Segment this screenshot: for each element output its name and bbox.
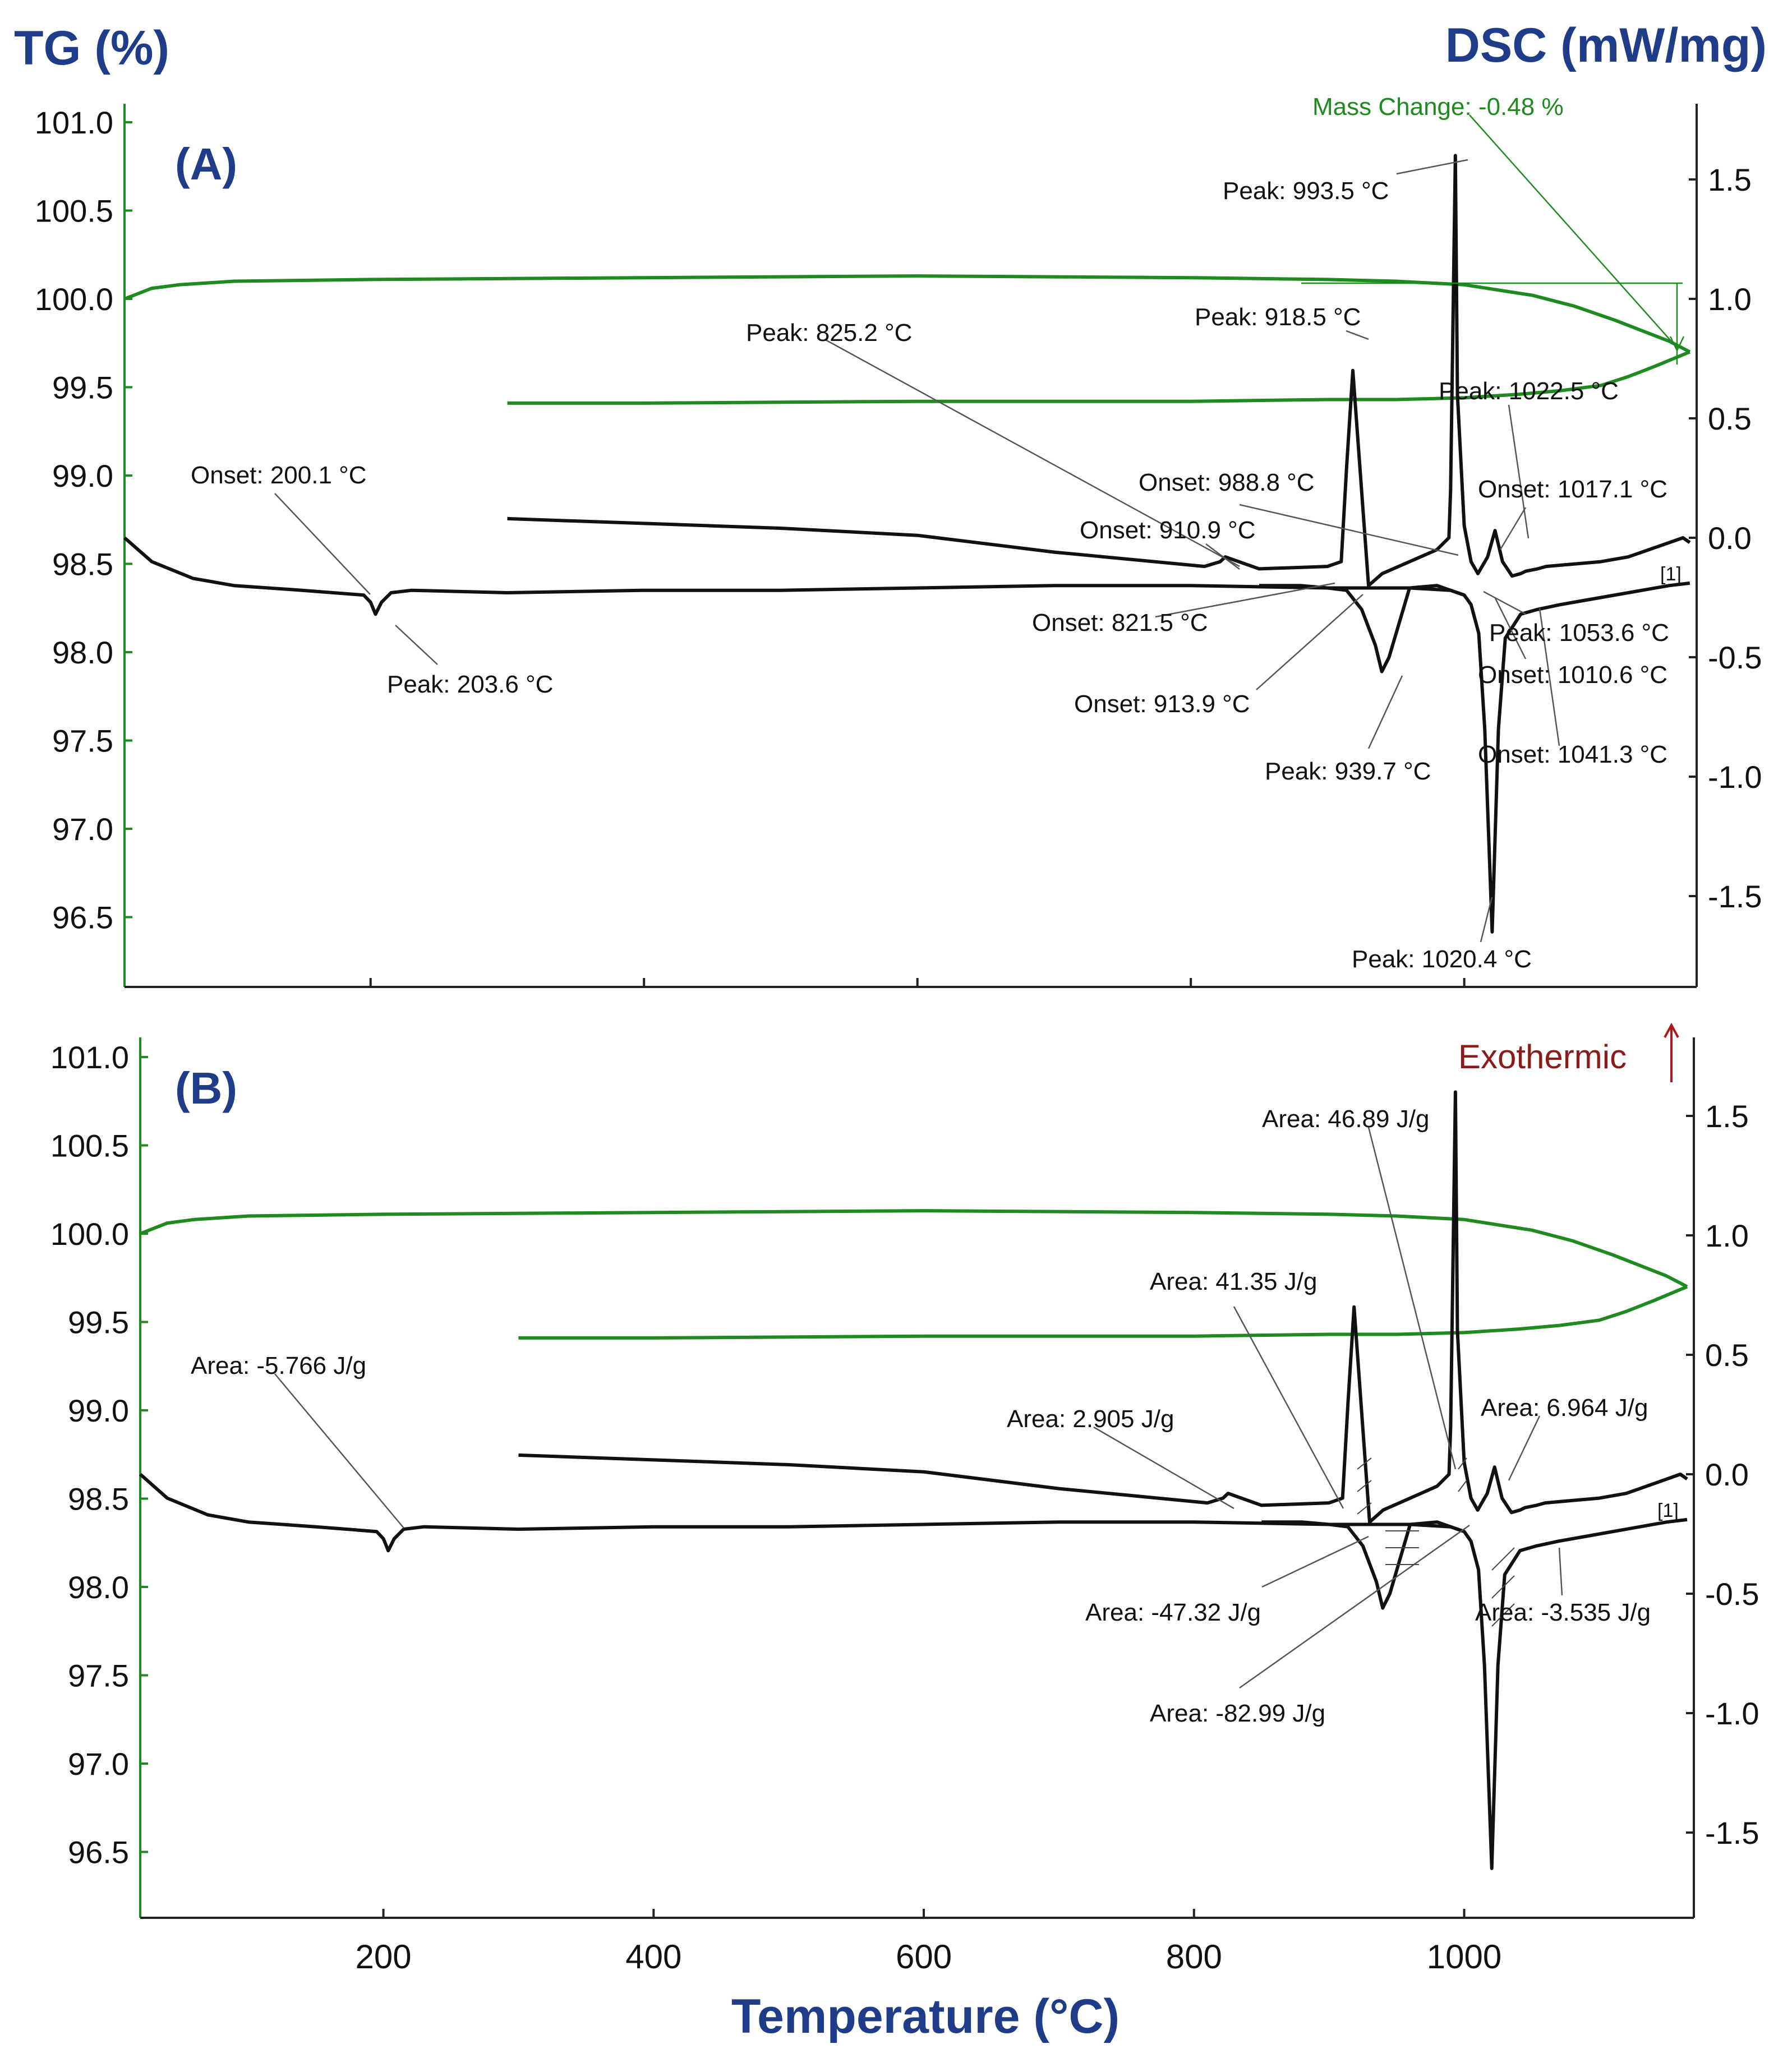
annotation: Area: -3.535 J/g <box>1475 1599 1651 1626</box>
annotation: Peak: 203.6 °C <box>387 671 553 698</box>
annotation: Peak: 918.5 °C <box>1195 303 1361 331</box>
tg-curve <box>518 1285 1688 1340</box>
annotation: Onset: 910.9 °C <box>1080 516 1256 544</box>
tg-curve <box>507 350 1690 405</box>
exothermic-label: Exothermic <box>1458 1038 1627 1076</box>
annotation: Area: -5.766 J/g <box>191 1352 366 1379</box>
dsc-tick-label: -1.5 <box>1705 1815 1759 1851</box>
x-tick-label: 800 <box>1166 1938 1222 1976</box>
annotation: Area: -47.32 J/g <box>1085 1599 1261 1626</box>
annotation: Peak: 1022.5 °C <box>1439 377 1619 405</box>
x-tick-label: 600 <box>896 1938 952 1976</box>
tg-tick-label: 100.5 <box>35 193 113 229</box>
dsc-tick-label: 1.0 <box>1708 282 1752 317</box>
tg-axis-header: TG (%) <box>14 21 169 75</box>
panel-a-leaders <box>274 159 1560 943</box>
tg-tick-label: 99.0 <box>68 1393 129 1428</box>
panel-b-leaders <box>274 1127 1563 1689</box>
dsc-tick-label: 0.0 <box>1705 1457 1749 1492</box>
tg-tick-label: 98.0 <box>68 1570 129 1605</box>
annotation: Onset: 913.9 °C <box>1074 690 1250 718</box>
panel-a-marker: [1] <box>1660 564 1682 585</box>
tg-tick-label: 100.5 <box>50 1128 129 1164</box>
annotation: Area: 2.905 J/g <box>1007 1405 1174 1433</box>
panel-b-marker: [1] <box>1657 1500 1679 1521</box>
annotation: Area: -82.99 J/g <box>1150 1700 1325 1727</box>
tg-tick-label: 101.0 <box>35 105 113 140</box>
panel-a: 101.0 100.5 100.0 99.5 99.0 98.5 98.0 97.5 97.0 9… <box>35 93 1762 988</box>
tg-curve <box>123 274 1691 354</box>
dsc-tick-label: 1.5 <box>1705 1099 1749 1134</box>
dsc-curve <box>139 1473 1688 1870</box>
annotation: Onset: 988.8 °C <box>1139 469 1315 496</box>
dsc-curve <box>123 536 1690 934</box>
tg-tick-label: 100.0 <box>35 282 113 317</box>
dsc-curve <box>507 154 1691 588</box>
annotation: Onset: 1041.3 °C <box>1478 741 1667 768</box>
area-hatching <box>1357 1457 1515 1627</box>
tg-curve <box>139 1209 1688 1289</box>
annotation: Area: 6.964 J/g <box>1481 1394 1648 1422</box>
annotation: Peak: 939.7 °C <box>1265 758 1431 785</box>
dsc-tick-label: -1.0 <box>1705 1696 1759 1731</box>
dsc-tick-label: 1.5 <box>1708 162 1752 197</box>
tg-tick-label: 98.5 <box>68 1482 129 1517</box>
annotation: Area: 41.35 J/g <box>1150 1268 1317 1295</box>
tg-tick-label: 98.5 <box>52 547 113 582</box>
dsc-tick-label: -1.0 <box>1708 759 1762 795</box>
annotation: Onset: 821.5 °C <box>1032 609 1208 636</box>
mass-change-label: Mass Change: -0.48 % <box>1312 93 1564 121</box>
dsc-tick-label: 0.5 <box>1708 401 1752 436</box>
x-tick-label: 1000 <box>1427 1938 1501 1976</box>
dsc-tick-label: 0.0 <box>1708 520 1752 556</box>
dsc-curve <box>518 1090 1688 1524</box>
annotation: Area: 46.89 J/g <box>1262 1105 1429 1133</box>
tg-tick-label: 97.0 <box>68 1746 129 1782</box>
tg-tick-label: 100.0 <box>50 1216 129 1252</box>
tg-tick-label: 99.0 <box>52 458 113 493</box>
annotation: Onset: 1010.6 °C <box>1478 661 1667 689</box>
tg-tick-label: 96.5 <box>52 900 113 935</box>
panel-b: 101.0 100.5 100.0 99.5 99.0 98.5 98.0 97.5 97.0 9… <box>50 1022 1759 1976</box>
dsc-axis-header: DSC (mW/mg) <box>1445 19 1767 72</box>
tg-tick-label: 96.5 <box>68 1835 129 1870</box>
tg-tick-label: 97.0 <box>52 811 113 847</box>
panel-b-label: (B) <box>175 1063 237 1113</box>
x-axis-label: Temperature (°C) <box>731 1990 1120 2043</box>
tg-tick-label: 97.5 <box>52 723 113 759</box>
exothermic-arrow-icon <box>1664 1022 1679 1082</box>
tg-tick-label: 98.0 <box>52 635 113 670</box>
annotation: Peak: 825.2 °C <box>746 319 912 347</box>
annotation: Peak: 993.5 °C <box>1223 177 1389 205</box>
x-tick-label: 400 <box>625 1938 681 1976</box>
dsc-tick-label: 0.5 <box>1705 1337 1749 1373</box>
dsc-tick-label: -1.5 <box>1708 879 1762 914</box>
panel-a-label: (A) <box>175 139 237 189</box>
dsc-tick-label: -0.5 <box>1708 640 1762 675</box>
dsc-curve <box>1259 584 1465 673</box>
x-tick-label: 200 <box>356 1938 412 1976</box>
annotation: Peak: 1053.6 °C <box>1489 619 1669 647</box>
annotation: Peak: 1020.4 °C <box>1352 945 1532 973</box>
annotation: Onset: 200.1 °C <box>191 462 367 489</box>
dsc-tick-label: -0.5 <box>1705 1576 1759 1612</box>
mass-change-construction <box>1301 114 1685 364</box>
tg-tick-label: 97.5 <box>68 1658 129 1694</box>
tg-tick-label: 99.5 <box>68 1305 129 1340</box>
dsc-curve <box>1261 1520 1465 1610</box>
tg-tick-label: 99.5 <box>52 370 113 405</box>
dsc-tick-label: 1.0 <box>1705 1218 1749 1253</box>
annotation: Onset: 1017.1 °C <box>1478 476 1667 503</box>
tg-tick-label: 101.0 <box>50 1040 129 1075</box>
